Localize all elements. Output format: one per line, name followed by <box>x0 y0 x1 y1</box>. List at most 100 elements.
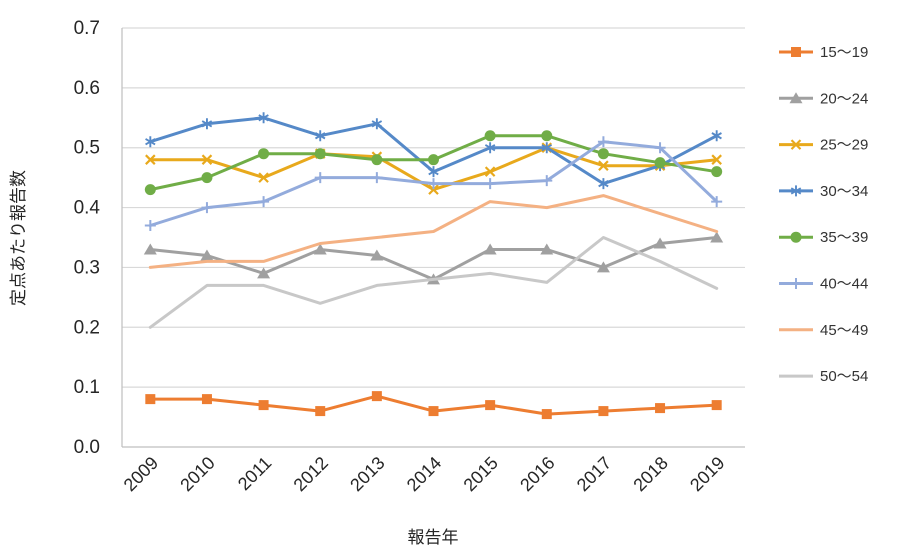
data-point-marker <box>371 118 383 130</box>
x-tick-label: 2009 <box>120 453 162 495</box>
data-point-marker <box>371 391 382 402</box>
y-axis-title: 定点あたり報告数 <box>9 170 28 306</box>
data-point-marker <box>789 92 803 104</box>
data-point-marker <box>711 130 722 142</box>
data-point-marker <box>655 403 666 414</box>
data-point-marker <box>145 394 156 405</box>
data-point-marker <box>370 249 384 261</box>
x-tick-label: 2013 <box>346 453 388 495</box>
data-point-marker <box>314 130 326 142</box>
data-point-marker <box>484 130 496 142</box>
legend-item: 45〜49 <box>779 322 868 339</box>
series-15〜19 <box>145 391 722 420</box>
y-tick-label: 0.1 <box>74 377 100 398</box>
legend-label: 35〜39 <box>820 229 868 246</box>
data-point-marker <box>484 178 496 190</box>
data-point-marker <box>540 243 554 255</box>
data-point-marker <box>257 267 271 279</box>
legend-item: 40〜44 <box>779 276 868 293</box>
series-40〜44 <box>144 136 723 232</box>
data-point-marker <box>258 172 269 183</box>
data-point-marker <box>790 278 802 289</box>
legend-item: 25〜29 <box>779 137 868 154</box>
series-layer <box>143 112 724 420</box>
data-point-marker <box>428 184 439 195</box>
series-line <box>148 194 719 269</box>
data-point-marker <box>145 136 156 148</box>
data-point-marker <box>541 130 553 142</box>
data-point-marker <box>258 148 270 160</box>
x-tick-label: 2017 <box>573 453 615 495</box>
x-tick-label: 2010 <box>176 453 218 495</box>
data-point-marker <box>145 154 156 165</box>
data-point-marker <box>428 178 439 190</box>
data-point-marker <box>597 148 609 160</box>
data-point-marker <box>314 148 326 160</box>
data-point-marker <box>201 154 213 165</box>
data-point-marker <box>201 118 213 130</box>
data-point-marker <box>428 166 439 178</box>
data-point-marker <box>428 406 439 417</box>
x-tick-label: 2015 <box>460 453 502 495</box>
data-point-marker <box>315 406 326 417</box>
y-tick-label: 0.2 <box>74 317 100 338</box>
data-point-marker <box>258 400 269 411</box>
y-tick-label: 0.6 <box>74 78 100 99</box>
legend-item: 50〜54 <box>779 368 868 385</box>
series-line <box>148 236 719 329</box>
x-tick-label: 2016 <box>516 453 558 495</box>
data-point-marker <box>598 160 609 171</box>
data-point-marker <box>654 157 666 169</box>
data-point-marker <box>711 154 722 165</box>
series-30〜34 <box>145 112 722 190</box>
x-tick-label: 2018 <box>629 453 671 495</box>
data-point-marker <box>654 142 666 154</box>
y-tick-label: 0.0 <box>74 437 100 458</box>
legend-item: 20〜24 <box>779 90 868 107</box>
data-point-marker <box>541 175 553 187</box>
data-point-marker <box>314 172 326 184</box>
data-point-marker <box>258 196 270 208</box>
series-35〜39 <box>144 130 723 196</box>
data-point-marker <box>258 112 269 124</box>
y-tick-label: 0.7 <box>74 18 100 39</box>
data-point-marker <box>790 139 802 150</box>
legend-label: 15〜19 <box>820 44 868 61</box>
series-50〜54 <box>148 236 719 329</box>
data-point-marker <box>484 166 496 177</box>
legend-label: 40〜44 <box>820 276 868 293</box>
data-point-marker <box>710 231 724 243</box>
data-point-marker <box>598 178 609 190</box>
data-point-marker <box>144 184 156 196</box>
series-20〜24 <box>143 231 724 285</box>
data-point-marker <box>144 220 156 232</box>
legend-item: 15〜19 <box>779 44 868 61</box>
legend-label: 45〜49 <box>820 322 868 339</box>
series-line <box>148 236 719 281</box>
legend-item: 35〜39 <box>779 229 868 246</box>
data-point-marker <box>597 136 609 148</box>
data-point-marker <box>653 237 667 249</box>
series-45〜49 <box>148 194 719 269</box>
data-point-marker <box>428 154 439 166</box>
data-point-marker <box>200 249 214 261</box>
data-point-marker <box>598 406 609 417</box>
data-point-marker <box>371 172 383 184</box>
data-point-marker <box>711 196 723 208</box>
y-tick-label: 0.5 <box>74 138 100 159</box>
data-point-marker <box>791 47 801 57</box>
x-tick-label: 2012 <box>290 453 332 495</box>
data-point-marker <box>484 142 496 154</box>
legend-label: 20〜24 <box>820 90 868 107</box>
legend-label: 30〜34 <box>820 183 868 200</box>
data-point-marker <box>711 400 722 411</box>
x-tick-label: 2014 <box>403 453 445 495</box>
data-point-marker <box>541 409 552 420</box>
data-point-marker <box>711 166 723 178</box>
data-point-marker <box>485 400 496 411</box>
data-point-marker <box>201 394 212 405</box>
x-axis-title: 報告年 <box>408 528 459 547</box>
y-tick-label: 0.4 <box>74 198 101 219</box>
